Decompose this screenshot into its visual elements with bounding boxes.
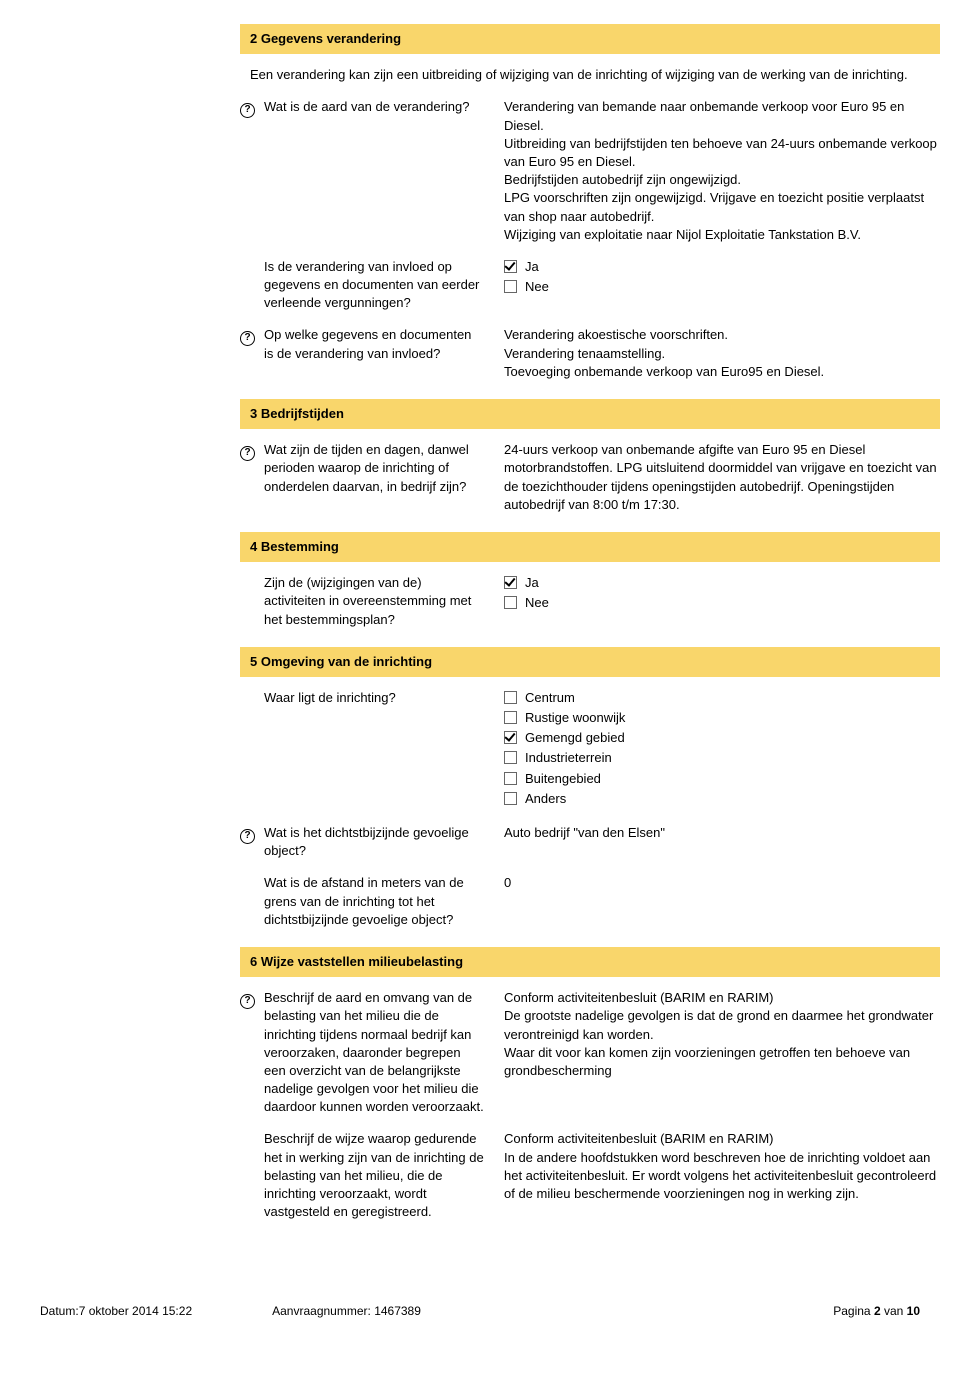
- page-current: 2: [874, 1304, 881, 1318]
- section-6-heading: 6 Wijze vaststellen milieubelasting: [240, 947, 940, 977]
- checkbox-ja[interactable]: [504, 260, 517, 273]
- checkbox-industrieterrein[interactable]: [504, 751, 517, 764]
- checkbox-label: Centrum: [525, 689, 575, 707]
- section-3-heading: 3 Bedrijfstijden: [240, 399, 940, 429]
- footer-req-value: 1467389: [374, 1304, 421, 1318]
- section-5-heading: 5 Omgeving van de inrichting: [240, 647, 940, 677]
- page-footer: Datum:7 oktober 2014 15:22 Aanvraagnumme…: [0, 1295, 960, 1340]
- page-label-mid: van: [881, 1304, 907, 1318]
- question-label: Wat is de afstand in meters van de grens…: [264, 874, 504, 929]
- answer-text: Conform activiteitenbesluit (BARIM en RA…: [504, 1130, 940, 1203]
- help-icon[interactable]: ?: [240, 103, 255, 118]
- checkbox-rustige-woonwijk[interactable]: [504, 711, 517, 724]
- footer-request: Aanvraagnummer: 1467389: [272, 1303, 421, 1320]
- section-4-heading: 4 Bestemming: [240, 532, 940, 562]
- footer-date: Datum:7 oktober 2014 15:22: [40, 1303, 192, 1320]
- page-total: 10: [907, 1304, 920, 1318]
- checkbox-label: Rustige woonwijk: [525, 709, 625, 727]
- footer-date-value: 7 oktober 2014 15:22: [79, 1304, 192, 1318]
- question-label: Wat is de aard van de verandering?: [264, 98, 504, 116]
- checkbox-list: Ja Nee: [504, 574, 940, 612]
- checkbox-label: Ja: [525, 574, 539, 592]
- checkbox-nee[interactable]: [504, 596, 517, 609]
- checkbox-centrum[interactable]: [504, 691, 517, 704]
- checkbox-ja[interactable]: [504, 576, 517, 589]
- s2-q1-row: ? Wat is de aard van de verandering? Ver…: [240, 98, 940, 258]
- footer-date-label: Datum:: [40, 1304, 79, 1318]
- checkbox-nee[interactable]: [504, 280, 517, 293]
- form-content: 2 Gegevens verandering Een verandering k…: [240, 0, 940, 1295]
- s3-q1-row: ? Wat zijn de tijden en dagen, danwel pe…: [240, 441, 940, 528]
- s2-q3-row: ? Op welke gegevens en documenten is de …: [240, 326, 940, 395]
- s6-q1-row: ? Beschrijf de aard en omvang van de bel…: [240, 989, 940, 1130]
- checkbox-gemengd-gebied[interactable]: [504, 731, 517, 744]
- s6-q2-row: Beschrijf de wijze waarop gedurende het …: [240, 1130, 940, 1235]
- checkbox-buitengebied[interactable]: [504, 772, 517, 785]
- help-icon[interactable]: ?: [240, 446, 255, 461]
- question-label: Wat is het dichtstbijzijnde gevoelige ob…: [264, 824, 504, 860]
- question-label: Waar ligt de inrichting?: [264, 689, 504, 707]
- help-icon[interactable]: ?: [240, 829, 255, 844]
- checkbox-anders[interactable]: [504, 792, 517, 805]
- checkbox-label: Gemengd gebied: [525, 729, 625, 747]
- question-label: Op welke gegevens en documenten is de ve…: [264, 326, 504, 362]
- checkbox-label: Ja: [525, 258, 539, 276]
- answer-text: Auto bedrijf "van den Elsen": [504, 824, 940, 842]
- s5-q3-row: Wat is de afstand in meters van de grens…: [240, 874, 940, 943]
- checkbox-label: Anders: [525, 790, 566, 808]
- s5-q1-row: Waar ligt de inrichting? Centrum Rustige…: [240, 689, 940, 824]
- page-label-pre: Pagina: [833, 1304, 874, 1318]
- checkbox-list: Centrum Rustige woonwijk Gemengd gebied …: [504, 689, 940, 808]
- answer-text: Conform activiteitenbesluit (BARIM en RA…: [504, 989, 940, 1080]
- footer-page-number: Pagina 2 van 10: [833, 1303, 920, 1320]
- s2-q2-row: Is de verandering van invloed op gegeven…: [240, 258, 940, 327]
- answer-text: 0: [504, 874, 940, 892]
- checkbox-list: Ja Nee: [504, 258, 940, 296]
- page: 2 Gegevens verandering Een verandering k…: [0, 0, 960, 1295]
- s5-q2-row: ? Wat is het dichtstbijzijnde gevoelige …: [240, 824, 940, 874]
- checkbox-label: Industrieterrein: [525, 749, 612, 767]
- section-2-heading: 2 Gegevens verandering: [240, 24, 940, 54]
- section-2-intro: Een verandering kan zijn een uitbreiding…: [240, 66, 940, 98]
- help-icon[interactable]: ?: [240, 331, 255, 346]
- question-label: Zijn de (wijzigingen van de) activiteite…: [264, 574, 504, 629]
- checkbox-label: Nee: [525, 594, 549, 612]
- answer-text: Verandering akoestische voorschriften. V…: [504, 326, 940, 381]
- checkbox-label: Nee: [525, 278, 549, 296]
- answer-text: Verandering van bemande naar onbemande v…: [504, 98, 940, 244]
- question-label: Beschrijf de aard en omvang van de belas…: [264, 989, 504, 1116]
- s4-q1-row: Zijn de (wijzigingen van de) activiteite…: [240, 574, 940, 643]
- question-label: Is de verandering van invloed op gegeven…: [264, 258, 504, 313]
- answer-text: 24-uurs verkoop van onbemande afgifte va…: [504, 441, 940, 514]
- help-icon[interactable]: ?: [240, 994, 255, 1009]
- footer-req-label: Aanvraagnummer:: [272, 1304, 371, 1318]
- question-label: Wat zijn de tijden en dagen, danwel peri…: [264, 441, 504, 496]
- checkbox-label: Buitengebied: [525, 770, 601, 788]
- question-label: Beschrijf de wijze waarop gedurende het …: [264, 1130, 504, 1221]
